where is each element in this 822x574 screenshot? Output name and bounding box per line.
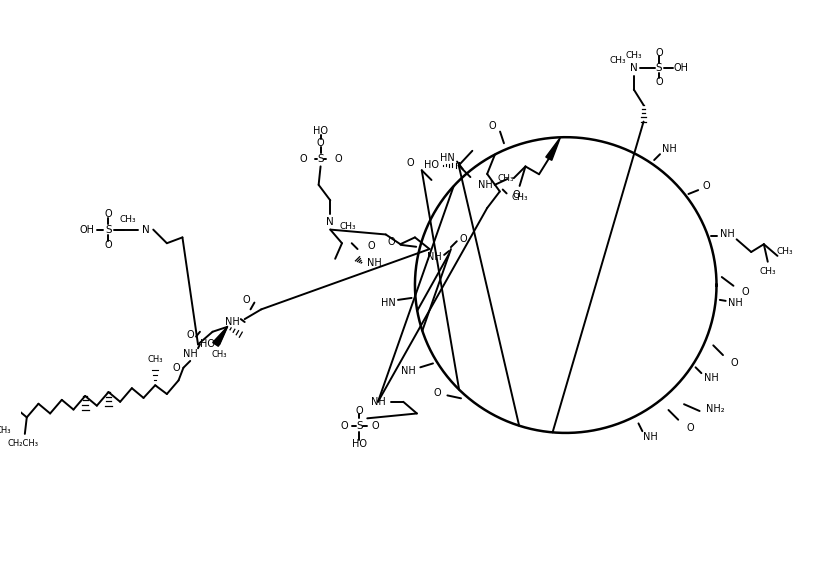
Text: CH₃: CH₃ bbox=[147, 355, 163, 364]
Text: NH: NH bbox=[728, 298, 743, 308]
Text: S: S bbox=[105, 224, 112, 235]
Text: NH: NH bbox=[371, 397, 386, 407]
Polygon shape bbox=[213, 327, 227, 346]
Text: O: O bbox=[686, 422, 694, 433]
Text: CH₃: CH₃ bbox=[120, 215, 136, 224]
Text: O: O bbox=[513, 191, 520, 200]
Text: HO: HO bbox=[424, 160, 439, 170]
Text: O: O bbox=[731, 358, 738, 368]
Text: CH₃: CH₃ bbox=[339, 222, 356, 231]
Text: NH: NH bbox=[427, 252, 441, 262]
Text: CH₃: CH₃ bbox=[626, 51, 642, 60]
Text: O: O bbox=[655, 48, 663, 57]
Text: OH: OH bbox=[80, 224, 95, 235]
Text: N: N bbox=[630, 63, 638, 73]
Text: NH: NH bbox=[719, 230, 734, 239]
Text: O: O bbox=[104, 240, 113, 250]
Text: CH₃: CH₃ bbox=[760, 267, 776, 276]
Text: O: O bbox=[741, 286, 749, 297]
Text: S: S bbox=[656, 63, 663, 73]
Text: CH₃: CH₃ bbox=[511, 193, 528, 202]
Text: CH₂CH₃: CH₂CH₃ bbox=[7, 439, 39, 448]
Text: NH: NH bbox=[224, 317, 239, 327]
Text: O: O bbox=[173, 363, 180, 373]
Text: CH₃: CH₃ bbox=[497, 173, 515, 183]
Text: O: O bbox=[459, 234, 468, 245]
Text: NH: NH bbox=[663, 144, 677, 154]
Text: CH₃: CH₃ bbox=[777, 247, 793, 257]
Text: O: O bbox=[335, 154, 342, 164]
Text: S: S bbox=[356, 421, 363, 431]
Text: O: O bbox=[316, 138, 325, 148]
Text: O: O bbox=[104, 209, 113, 219]
Text: OH: OH bbox=[673, 63, 688, 73]
Text: CH₃: CH₃ bbox=[610, 56, 626, 65]
Text: O: O bbox=[488, 121, 496, 131]
Text: HN: HN bbox=[440, 153, 455, 162]
Text: NH: NH bbox=[704, 373, 718, 383]
Text: O: O bbox=[387, 237, 395, 247]
Text: N: N bbox=[141, 224, 150, 235]
Text: CH₃: CH₃ bbox=[211, 350, 227, 359]
Text: O: O bbox=[367, 241, 375, 251]
Text: NH: NH bbox=[478, 180, 492, 190]
Text: S: S bbox=[317, 154, 324, 164]
Text: NH: NH bbox=[643, 432, 658, 442]
Text: HO: HO bbox=[201, 339, 215, 350]
Text: HO: HO bbox=[313, 126, 328, 137]
Text: CH₃: CH₃ bbox=[0, 426, 12, 436]
Text: NH: NH bbox=[401, 366, 416, 376]
Text: O: O bbox=[372, 421, 379, 431]
Text: HN: HN bbox=[381, 298, 395, 308]
Text: O: O bbox=[299, 154, 307, 164]
Text: O: O bbox=[434, 389, 441, 398]
Text: HO: HO bbox=[352, 439, 367, 449]
Text: O: O bbox=[356, 406, 363, 416]
Text: O: O bbox=[406, 158, 414, 168]
Text: O: O bbox=[702, 181, 709, 191]
Text: N: N bbox=[326, 217, 335, 227]
Polygon shape bbox=[546, 137, 561, 160]
Text: NH₂: NH₂ bbox=[706, 404, 724, 414]
Text: O: O bbox=[242, 294, 251, 305]
Text: NH: NH bbox=[182, 349, 197, 359]
Text: O: O bbox=[655, 77, 663, 87]
Text: O: O bbox=[187, 329, 194, 340]
Text: NH: NH bbox=[367, 258, 381, 267]
Text: O: O bbox=[340, 421, 348, 431]
